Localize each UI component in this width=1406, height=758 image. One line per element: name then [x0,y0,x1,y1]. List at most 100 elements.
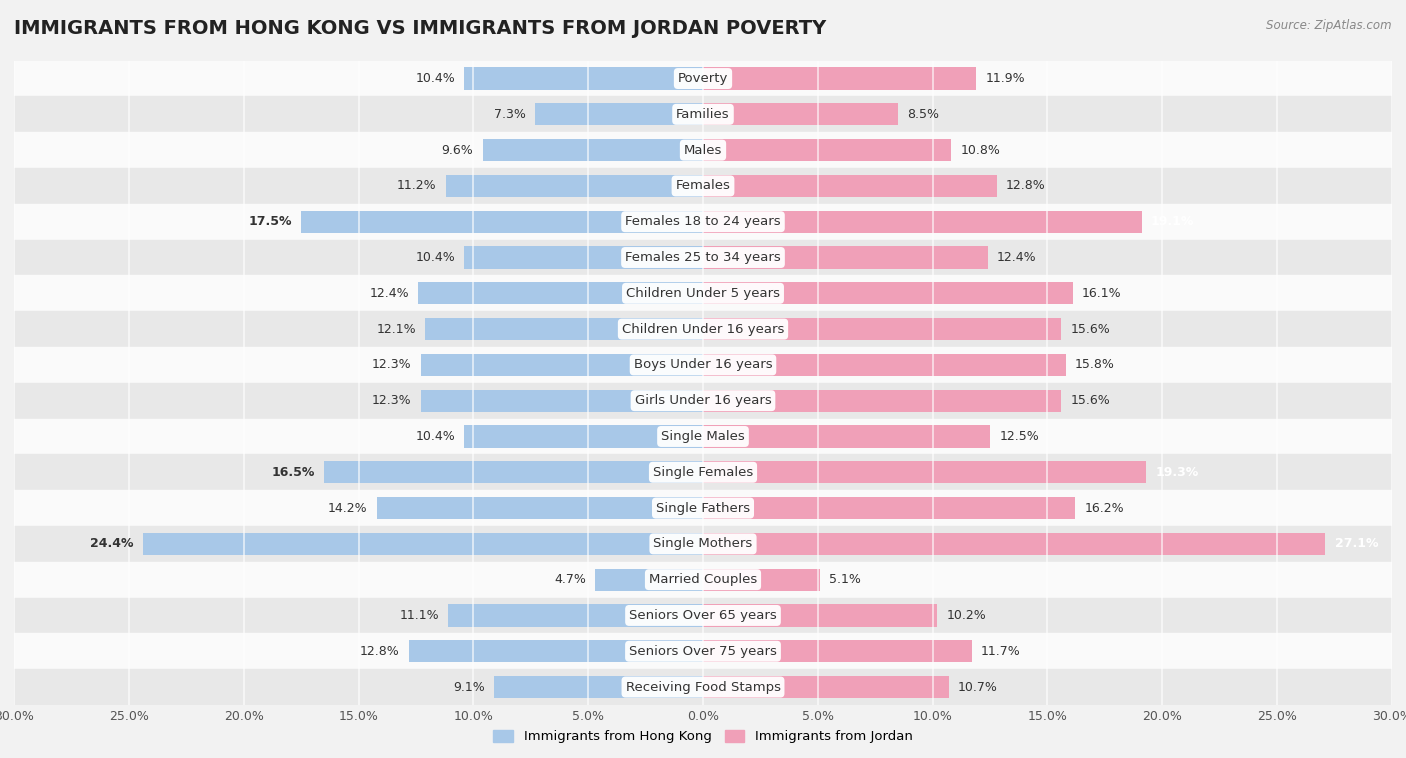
Bar [595,568,703,590]
Bar [14,204,1392,240]
Text: Poverty: Poverty [678,72,728,85]
Text: 10.7%: 10.7% [957,681,998,694]
Bar [703,461,1146,484]
Bar [14,383,1392,418]
Text: 16.5%: 16.5% [271,465,315,479]
Bar [703,568,820,590]
Bar [703,604,938,627]
Text: Single Males: Single Males [661,430,745,443]
Text: 10.8%: 10.8% [960,143,1000,157]
Text: 9.1%: 9.1% [453,681,485,694]
Bar [703,354,1066,376]
Text: Single Fathers: Single Fathers [657,502,749,515]
Text: 11.1%: 11.1% [399,609,439,622]
Text: Married Couples: Married Couples [650,573,756,586]
Bar [14,634,1392,669]
Bar [449,604,703,627]
Bar [703,497,1076,519]
Text: 11.7%: 11.7% [981,645,1021,658]
Text: Source: ZipAtlas.com: Source: ZipAtlas.com [1267,19,1392,32]
Text: Single Females: Single Females [652,465,754,479]
Text: 17.5%: 17.5% [249,215,292,228]
Bar [14,597,1392,634]
Text: Boys Under 16 years: Boys Under 16 years [634,359,772,371]
Text: 9.6%: 9.6% [441,143,474,157]
Text: 12.5%: 12.5% [1000,430,1039,443]
Legend: Immigrants from Hong Kong, Immigrants from Jordan: Immigrants from Hong Kong, Immigrants fr… [494,730,912,744]
Bar [494,676,703,698]
Text: 10.4%: 10.4% [415,430,456,443]
Text: Children Under 5 years: Children Under 5 years [626,287,780,300]
Bar [377,497,703,519]
Bar [703,533,1326,555]
Bar [446,175,703,197]
Text: 12.8%: 12.8% [1007,180,1046,193]
Text: Females 25 to 34 years: Females 25 to 34 years [626,251,780,264]
Text: 5.1%: 5.1% [830,573,862,586]
Bar [703,246,988,268]
Text: 12.3%: 12.3% [371,394,412,407]
Bar [142,533,703,555]
Bar [14,669,1392,705]
Bar [14,490,1392,526]
Bar [409,641,703,662]
Bar [14,168,1392,204]
Bar [464,246,703,268]
Text: 12.1%: 12.1% [377,323,416,336]
Bar [703,175,997,197]
Text: 15.6%: 15.6% [1070,394,1111,407]
Bar [418,282,703,305]
Bar [14,275,1392,312]
Text: Females 18 to 24 years: Females 18 to 24 years [626,215,780,228]
Text: Single Mothers: Single Mothers [654,537,752,550]
Bar [536,103,703,125]
Bar [703,676,949,698]
Bar [420,390,703,412]
Bar [703,641,972,662]
Bar [703,211,1142,233]
Text: Girls Under 16 years: Girls Under 16 years [634,394,772,407]
Text: 16.1%: 16.1% [1083,287,1122,300]
Bar [301,211,703,233]
Bar [464,425,703,447]
Text: 11.2%: 11.2% [396,180,437,193]
Text: 10.4%: 10.4% [415,251,456,264]
Bar [703,390,1062,412]
Bar [482,139,703,161]
Bar [14,454,1392,490]
Bar [14,418,1392,454]
Bar [14,61,1392,96]
Bar [703,282,1073,305]
Text: Males: Males [683,143,723,157]
Text: 11.9%: 11.9% [986,72,1025,85]
Bar [703,318,1062,340]
Text: 14.2%: 14.2% [328,502,368,515]
Bar [14,312,1392,347]
Text: 16.2%: 16.2% [1084,502,1123,515]
Text: Receiving Food Stamps: Receiving Food Stamps [626,681,780,694]
Bar [323,461,703,484]
Bar [703,425,990,447]
Bar [14,347,1392,383]
Text: 15.8%: 15.8% [1076,359,1115,371]
Bar [14,240,1392,275]
Text: Females: Females [675,180,731,193]
Text: 4.7%: 4.7% [554,573,586,586]
Bar [14,96,1392,132]
Text: IMMIGRANTS FROM HONG KONG VS IMMIGRANTS FROM JORDAN POVERTY: IMMIGRANTS FROM HONG KONG VS IMMIGRANTS … [14,19,827,38]
Bar [464,67,703,89]
Bar [703,139,950,161]
Bar [703,103,898,125]
Text: Seniors Over 65 years: Seniors Over 65 years [628,609,778,622]
Text: Seniors Over 75 years: Seniors Over 75 years [628,645,778,658]
Text: 10.2%: 10.2% [946,609,986,622]
Text: 12.3%: 12.3% [371,359,412,371]
Text: 27.1%: 27.1% [1334,537,1378,550]
Text: 15.6%: 15.6% [1070,323,1111,336]
Text: 19.3%: 19.3% [1156,465,1199,479]
Text: 12.8%: 12.8% [360,645,399,658]
Text: 10.4%: 10.4% [415,72,456,85]
Text: Families: Families [676,108,730,121]
Bar [14,526,1392,562]
Text: 12.4%: 12.4% [997,251,1036,264]
